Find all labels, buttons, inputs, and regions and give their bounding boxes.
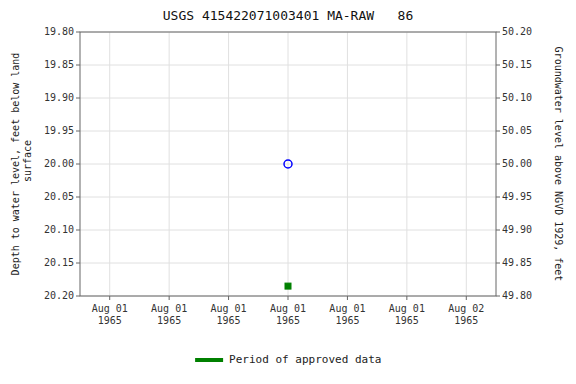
x-axis: Aug 011965 Aug 011965 Aug 011965 Aug 011965… (92, 296, 485, 326)
x-tick-label: Aug 021965 (448, 303, 484, 326)
x-tick-label: Aug 011965 (270, 303, 306, 326)
x-tick (109, 296, 110, 300)
y-tick (76, 98, 80, 99)
y2-axis-label: Groundwater level above NGVD 1929, feet (553, 47, 564, 282)
y-tick (76, 263, 80, 264)
y-tick-label: 19.80 (44, 26, 74, 37)
x-tick (406, 296, 407, 300)
y-axis: 19.80 19.85 19.90 19.95 20.00 20.05 20.10 20.15… (44, 26, 80, 301)
y2-tick (496, 164, 500, 165)
y-tick (76, 32, 80, 33)
x-tick (466, 296, 467, 300)
point (284, 160, 292, 168)
x-grid-line (466, 32, 467, 296)
points (284, 160, 292, 289)
y2-tick-label: 50.15 (502, 59, 532, 70)
x-grid-line (347, 32, 348, 296)
y-axis-label: Depth to water level, feet below land su… (10, 53, 33, 276)
x-tick-label: Aug 011965 (329, 303, 365, 326)
x-grid-line (406, 32, 407, 296)
plot-frame (80, 32, 496, 296)
x-tick-label: Aug 011965 (211, 303, 247, 326)
background (0, 0, 576, 384)
y2-tick (496, 230, 500, 231)
y-tick-label: 20.20 (44, 290, 74, 301)
y-tick-label: 20.00 (44, 158, 74, 169)
y-tick-label: 20.05 (44, 191, 74, 202)
y2-tick (496, 197, 500, 198)
legend-label: Period of approved data (229, 353, 381, 366)
y2-tick (496, 32, 500, 33)
y2-tick-label: 50.05 (502, 125, 532, 136)
x-tick-label: Aug 011965 (92, 303, 128, 326)
y2-tick (496, 65, 500, 66)
y-tick (76, 197, 80, 198)
point (285, 283, 291, 289)
x-tick (228, 296, 229, 300)
title: USGS 415422071003401 MA-RAW 86 (163, 8, 413, 23)
y2-tick-label: 49.85 (502, 257, 532, 268)
x-grid-line (228, 32, 229, 296)
y-tick (76, 131, 80, 132)
y-tick (76, 164, 80, 165)
y-tick (76, 296, 80, 297)
x-tick (169, 296, 170, 300)
y2-tick (496, 296, 500, 297)
y2-tick-label: 50.10 (502, 92, 532, 103)
chart: 19.80 19.85 19.90 19.95 20.00 20.05 20.10 20.15… (0, 0, 576, 384)
x-grid-line (109, 32, 110, 296)
y2-tick (496, 263, 500, 264)
y-tick-label: 19.95 (44, 125, 74, 136)
x-tick (347, 296, 348, 300)
y2-axis: 50.20 50.15 50.10 50.05 50.00 49.95 49.90 49.85… (496, 26, 532, 301)
y2-tick-label: 49.80 (502, 290, 532, 301)
y2-tick (496, 98, 500, 99)
y-tick (76, 65, 80, 66)
x-tick-label: Aug 011965 (151, 303, 187, 326)
y2-tick (496, 131, 500, 132)
y-tick-label: 19.90 (44, 92, 74, 103)
grid (80, 32, 496, 296)
y2-tick-label: 49.90 (502, 224, 532, 235)
y2-tick-label: 49.95 (502, 191, 532, 202)
x-grid-line (169, 32, 170, 296)
y-tick-label: 20.15 (44, 257, 74, 268)
x-tick-label: Aug 011965 (389, 303, 425, 326)
x-grid-line (288, 32, 289, 296)
y2-tick-label: 50.00 (502, 158, 532, 169)
y2-tick-label: 50.20 (502, 26, 532, 37)
legend: Period of approved data (195, 353, 381, 366)
y-tick-label: 19.85 (44, 59, 74, 70)
legend-swatch (195, 358, 223, 362)
y-tick-label: 20.10 (44, 224, 74, 235)
x-tick (288, 296, 289, 300)
y-tick (76, 230, 80, 231)
